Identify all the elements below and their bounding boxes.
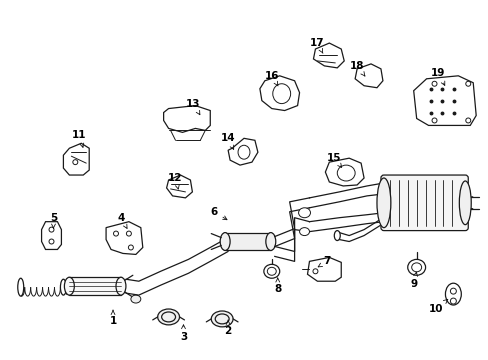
Text: 5: 5: [50, 213, 57, 228]
Ellipse shape: [162, 312, 175, 322]
Ellipse shape: [61, 279, 66, 295]
Polygon shape: [325, 158, 364, 186]
Ellipse shape: [458, 181, 470, 225]
Ellipse shape: [267, 267, 276, 275]
Ellipse shape: [126, 231, 131, 236]
Ellipse shape: [18, 278, 24, 296]
Text: 8: 8: [274, 278, 281, 294]
Polygon shape: [354, 64, 382, 88]
Ellipse shape: [211, 311, 233, 327]
Ellipse shape: [376, 178, 390, 228]
Text: 2: 2: [224, 320, 231, 336]
Polygon shape: [313, 43, 344, 68]
Ellipse shape: [312, 269, 317, 274]
FancyBboxPatch shape: [380, 175, 468, 231]
Polygon shape: [259, 76, 299, 111]
Text: 10: 10: [428, 299, 447, 314]
Ellipse shape: [445, 283, 460, 305]
Bar: [224, 233, 270, 251]
Text: 14: 14: [221, 133, 235, 149]
Polygon shape: [228, 138, 257, 165]
Ellipse shape: [465, 81, 470, 86]
Polygon shape: [307, 257, 341, 281]
Ellipse shape: [116, 277, 126, 295]
Ellipse shape: [73, 159, 78, 165]
Ellipse shape: [49, 239, 54, 244]
Text: 17: 17: [309, 38, 324, 53]
Text: 16: 16: [264, 71, 279, 86]
Polygon shape: [166, 175, 192, 198]
Ellipse shape: [299, 228, 309, 235]
Text: 11: 11: [72, 130, 86, 147]
Text: 19: 19: [430, 68, 445, 85]
Ellipse shape: [264, 264, 279, 278]
Ellipse shape: [334, 231, 340, 240]
Ellipse shape: [407, 260, 425, 275]
Text: 15: 15: [326, 153, 341, 167]
Text: 3: 3: [180, 325, 187, 342]
Ellipse shape: [449, 288, 455, 294]
Ellipse shape: [431, 118, 436, 123]
Polygon shape: [163, 105, 210, 132]
Ellipse shape: [265, 233, 275, 251]
Ellipse shape: [215, 314, 229, 324]
Ellipse shape: [337, 165, 354, 181]
Text: 18: 18: [349, 61, 364, 76]
Ellipse shape: [128, 245, 133, 250]
Polygon shape: [63, 143, 89, 175]
Polygon shape: [106, 222, 142, 255]
Bar: [69, 277, 121, 295]
Ellipse shape: [411, 263, 421, 272]
Ellipse shape: [431, 81, 436, 86]
Text: 12: 12: [168, 173, 183, 189]
Text: 6: 6: [210, 207, 226, 220]
Ellipse shape: [131, 295, 141, 303]
Text: 7: 7: [318, 256, 330, 267]
Text: 4: 4: [117, 213, 127, 228]
Ellipse shape: [465, 118, 470, 123]
Ellipse shape: [449, 298, 455, 304]
Text: 13: 13: [186, 99, 200, 115]
Text: 1: 1: [109, 310, 117, 326]
Text: 9: 9: [409, 272, 417, 289]
Ellipse shape: [220, 233, 230, 251]
Ellipse shape: [157, 309, 179, 325]
Ellipse shape: [298, 208, 310, 218]
Ellipse shape: [49, 227, 54, 232]
Polygon shape: [413, 76, 475, 125]
Ellipse shape: [272, 84, 290, 104]
Polygon shape: [41, 222, 61, 249]
Ellipse shape: [238, 145, 249, 159]
Ellipse shape: [64, 277, 74, 295]
Ellipse shape: [113, 231, 118, 236]
